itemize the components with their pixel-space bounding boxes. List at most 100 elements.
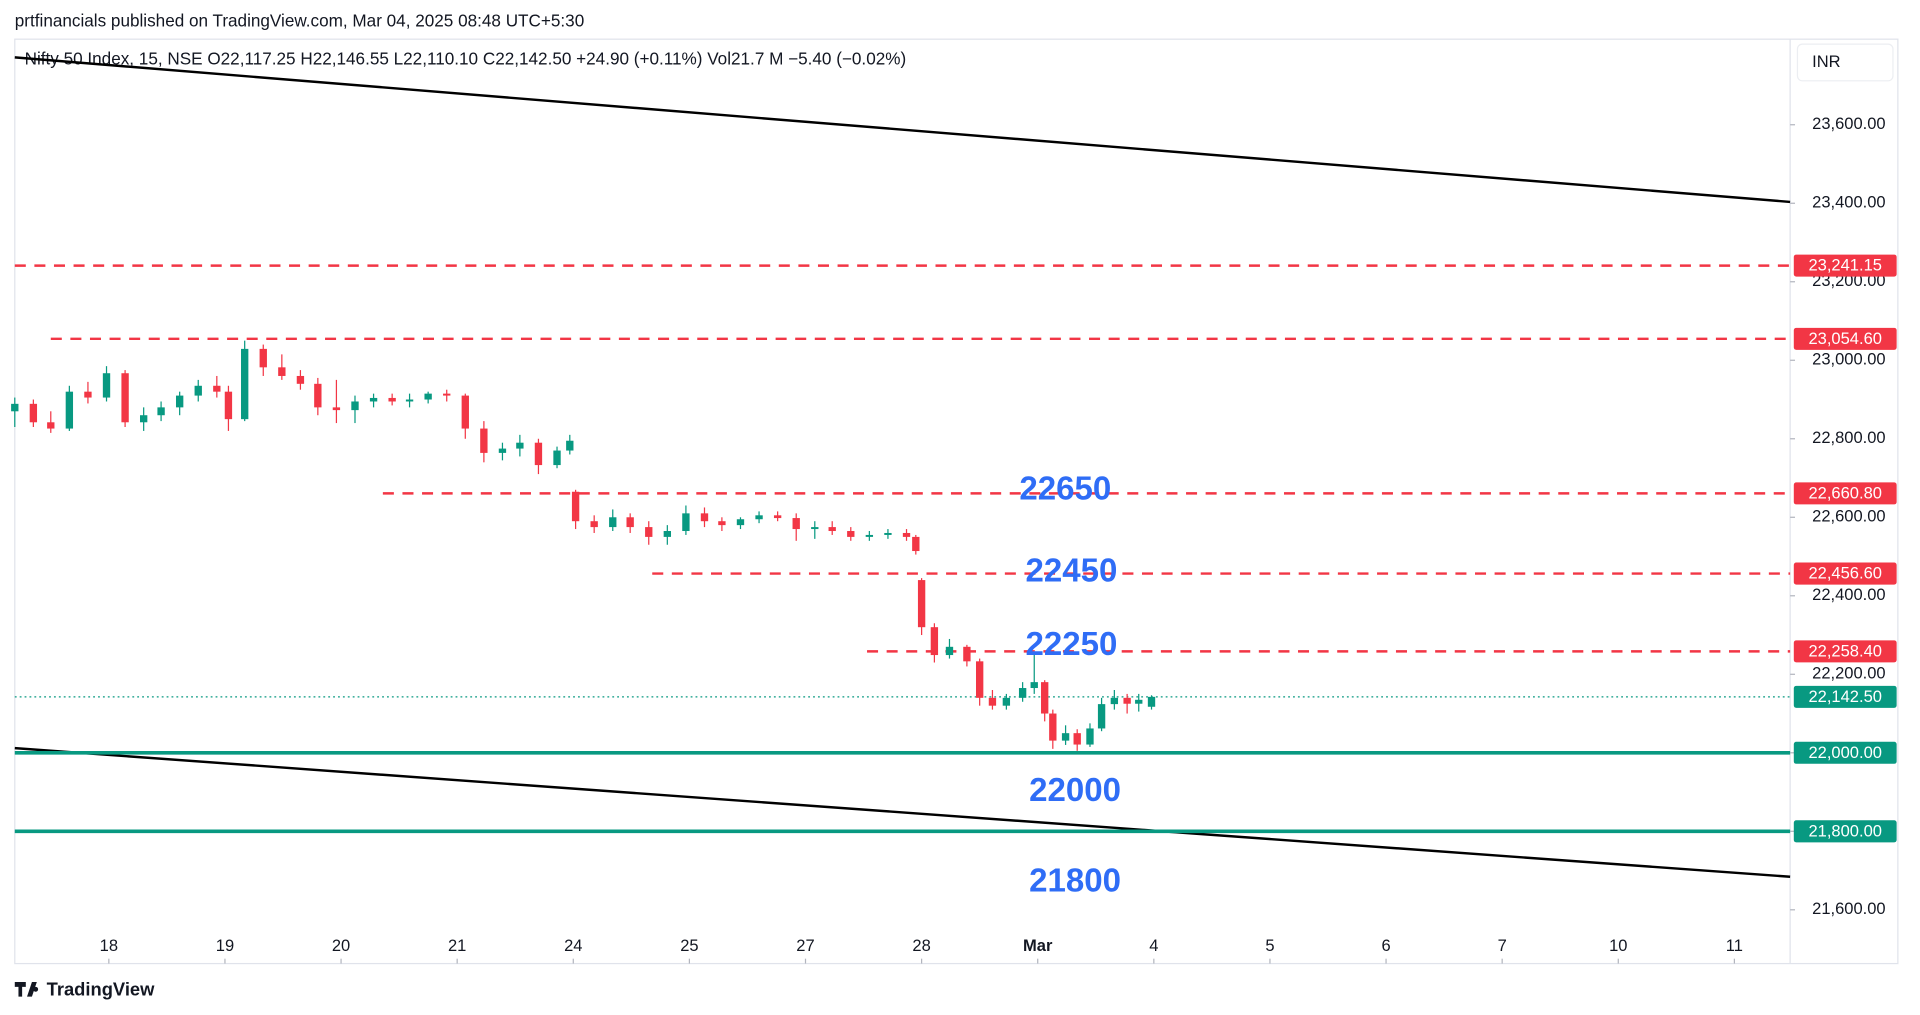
candle-body	[571, 491, 580, 522]
currency[interactable]: INR	[1812, 52, 1841, 71]
candle-body	[1018, 688, 1027, 698]
candle-body	[1061, 733, 1070, 741]
annotation: 22650	[1019, 471, 1111, 508]
candle-body	[884, 532, 892, 535]
candle-body	[11, 403, 19, 412]
candle-body	[405, 399, 414, 402]
brand-logo	[14, 981, 39, 997]
candle-body	[963, 646, 971, 662]
candle-body	[912, 536, 920, 552]
x-tick-label: 21	[448, 936, 466, 955]
y-tick-label: 22,800.00	[1812, 428, 1885, 447]
y-tick-label: 22,600.00	[1812, 507, 1885, 526]
candles	[11, 340, 1156, 751]
x-tick-label: 27	[796, 936, 814, 955]
x-tick-label: Mar	[1023, 936, 1053, 955]
y-tick-label: 22,200.00	[1812, 664, 1885, 683]
candle-body	[65, 391, 74, 429]
price-tag	[1793, 640, 1897, 663]
candle-body	[1135, 699, 1143, 704]
candle-body	[369, 397, 378, 402]
candle-body	[102, 373, 111, 398]
candle-body	[480, 428, 488, 453]
candle-body	[498, 448, 507, 453]
x-tick-label: 4	[1149, 936, 1158, 955]
x-tick-label: 25	[680, 936, 698, 955]
candle-body	[213, 385, 221, 392]
candle-body	[718, 521, 726, 526]
candle-body	[1147, 696, 1156, 707]
candle-body	[29, 403, 38, 423]
trend-line	[14, 56, 1791, 204]
y-tick-label: 21,600.00	[1812, 899, 1885, 918]
candle-body	[534, 442, 543, 466]
price-tag	[1793, 562, 1897, 585]
candle-body	[278, 367, 286, 376]
price-tag	[1793, 741, 1897, 764]
candle-body	[755, 515, 763, 520]
price-tag	[1793, 254, 1897, 277]
candle-body	[516, 442, 524, 449]
candle-body	[626, 517, 634, 528]
trend-line	[14, 746, 1791, 878]
candle-body	[700, 513, 709, 522]
x-tick-label: 7	[1498, 936, 1507, 955]
candle-body	[945, 646, 954, 656]
candle-body	[1110, 697, 1119, 705]
candle-body	[194, 385, 202, 396]
candle-body	[1049, 713, 1057, 741]
candle-body	[682, 513, 690, 532]
price-tag	[1793, 327, 1897, 350]
candle-body	[351, 401, 359, 411]
annotation: 21800	[1029, 863, 1121, 900]
candle-body	[1002, 697, 1011, 706]
y-tick-label: 23,600.00	[1812, 114, 1885, 133]
candle-body	[224, 391, 233, 420]
y-tick-label: 22,400.00	[1812, 585, 1885, 604]
x-tick-label: 20	[332, 936, 350, 955]
annotation: 22000	[1029, 772, 1121, 809]
candle-body	[590, 521, 598, 528]
candle-body	[865, 534, 874, 537]
price-tag	[1793, 685, 1897, 708]
candle-body	[645, 527, 653, 537]
candle-body	[773, 515, 782, 519]
x-tick-label: 28	[912, 936, 930, 955]
x-tick-label: 10	[1609, 936, 1627, 955]
candle-body	[609, 517, 617, 528]
candle-body	[988, 697, 997, 706]
annotation: 22250	[1025, 626, 1117, 663]
candle-body	[443, 393, 451, 396]
candle-body	[47, 422, 55, 429]
brand: TradingView	[47, 978, 156, 999]
x-tick-label: 18	[100, 936, 118, 955]
x-tick-label: 11	[1726, 936, 1743, 955]
candle-body	[157, 407, 165, 416]
candle-body	[314, 383, 322, 408]
candle-body	[1041, 682, 1049, 714]
price-tag-label: 22,258.40	[1808, 641, 1881, 660]
candle-body	[259, 348, 267, 368]
candle-body	[736, 519, 745, 526]
plot-frame	[14, 38, 1899, 965]
candle-body	[663, 531, 672, 537]
annotation: 22450	[1025, 553, 1117, 590]
candle-body	[1086, 728, 1094, 745]
candle-body	[902, 532, 911, 537]
price-tag-label: 21,800.00	[1808, 821, 1881, 840]
candle-body	[917, 580, 926, 628]
candle-body	[975, 661, 984, 698]
candle-body	[424, 393, 432, 400]
candle-body	[296, 375, 305, 384]
price-tag-label: 22,000.00	[1808, 743, 1881, 762]
x-tick-label: 19	[216, 936, 234, 955]
candle-body	[1030, 682, 1038, 689]
candle-body	[388, 397, 396, 402]
currency-box[interactable]	[1796, 43, 1894, 82]
price-tag	[1793, 482, 1897, 505]
candle-body	[1097, 704, 1106, 729]
candle-body	[139, 415, 148, 423]
candle-body	[566, 440, 574, 451]
x-tick-label: 6	[1381, 936, 1390, 955]
